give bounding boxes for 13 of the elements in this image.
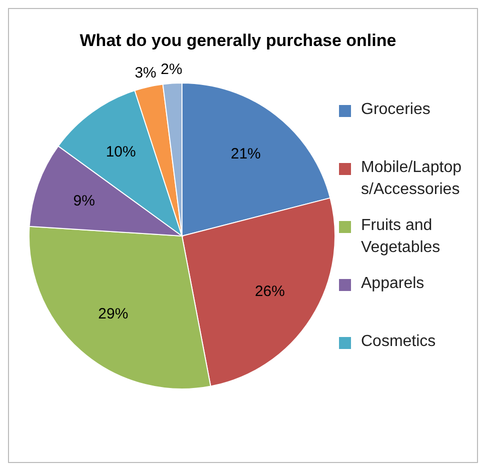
data-label: 10% [106,143,136,160]
legend-label: Mobile/Laptops/Accessories [361,158,463,200]
data-label: 9% [73,192,95,210]
data-label: 21% [230,145,261,162]
data-label: 26% [254,283,285,300]
legend-label: Fruits and Vegetables [361,216,442,258]
legend-label: Cosmetics [361,332,437,352]
data-label: 3% [134,64,156,82]
chart-title: What do you generally purchase online [78,31,398,51]
legend-label: Apparels [361,274,426,294]
data-label: 2% [160,60,182,78]
data-label: 29% [98,306,128,323]
legend-label: Groceries [361,100,432,120]
